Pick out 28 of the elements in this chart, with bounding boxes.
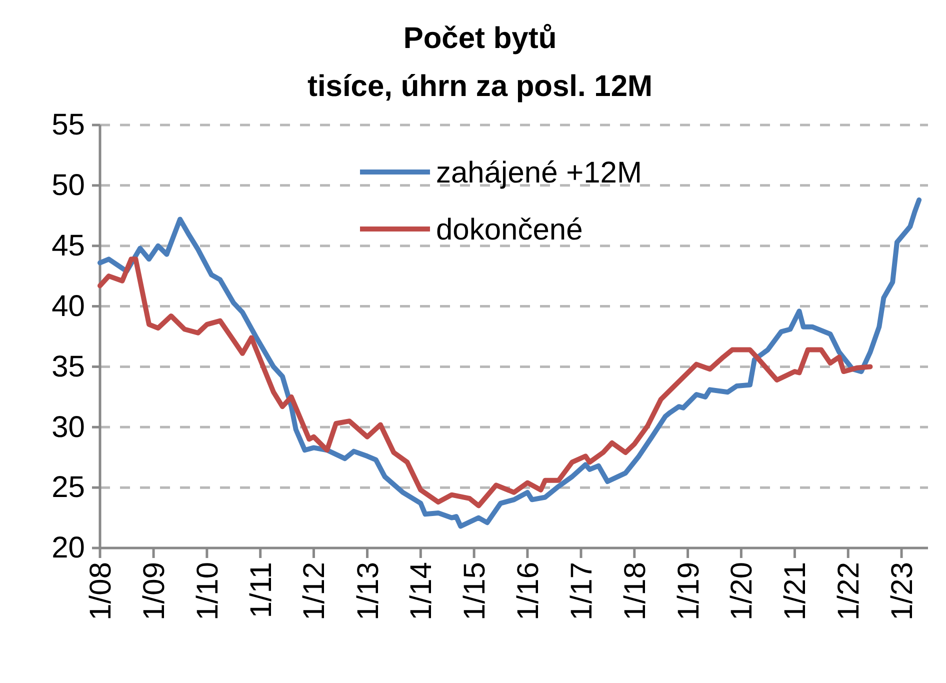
- y-tick-label: 45: [52, 229, 85, 262]
- x-tick-label: 1/14: [405, 562, 438, 620]
- x-tick-label: 1/13: [352, 562, 385, 620]
- y-tick-label: 20: [52, 532, 85, 565]
- x-tick-label: 1/08: [84, 562, 118, 620]
- x-tick-label: 1/22: [832, 562, 866, 620]
- x-tick-label: 1/19: [672, 562, 706, 620]
- legend-label: zahájené +12M: [436, 156, 642, 190]
- x-tick-label: 1/16: [512, 562, 545, 620]
- x-tick-label: 1/09: [138, 562, 172, 620]
- chart-subtitle: tisíce, úhrn za posl. 12M: [307, 70, 653, 103]
- x-tick-label: 1/15: [458, 562, 492, 620]
- chart-title: Počet bytů: [403, 22, 557, 55]
- y-tick-label: 40: [52, 290, 85, 323]
- x-tick-label: 1/23: [886, 562, 920, 620]
- x-tick-label: 1/11: [244, 562, 278, 618]
- x-tick-label: 1/12: [298, 562, 332, 620]
- y-tick-label: 30: [52, 410, 85, 444]
- y-tick-label: 55: [52, 108, 85, 142]
- x-tick-label: 1/20: [726, 562, 759, 620]
- y-tick-label: 50: [52, 169, 85, 202]
- y-tick-label: 35: [52, 350, 85, 384]
- legend-label: dokončené: [436, 214, 583, 246]
- x-tick-label: 1/10: [191, 562, 224, 620]
- x-tick-label: 1/18: [618, 562, 652, 620]
- y-tick-label: 25: [52, 471, 85, 504]
- x-tick-label: 1/17: [566, 562, 598, 620]
- x-tick-label: 1/21: [779, 562, 812, 620]
